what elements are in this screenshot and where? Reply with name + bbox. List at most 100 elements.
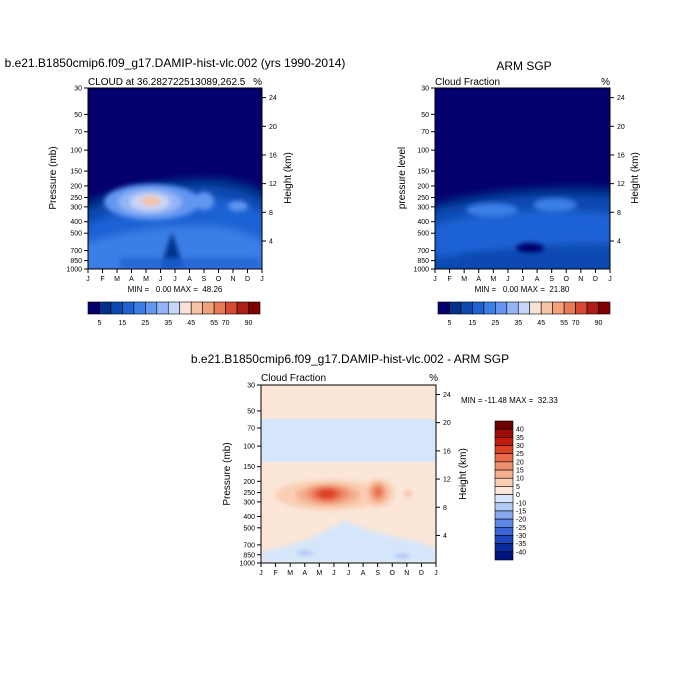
x-tick-label: A bbox=[361, 570, 366, 577]
y-tick-label-right: 24 bbox=[443, 392, 451, 399]
contour-field bbox=[261, 385, 436, 563]
x-tick-label: O bbox=[216, 276, 222, 283]
colorbar-swatch bbox=[506, 301, 519, 315]
x-tick-label: M bbox=[461, 276, 467, 283]
colorbar-swatch bbox=[494, 526, 514, 536]
y-axis-label-right: Height (km) bbox=[630, 152, 641, 204]
colorbar-label: -20 bbox=[516, 517, 526, 524]
y-tick-label: 50 bbox=[421, 112, 429, 119]
panel-obs: ARM SGP Cloud Fraction % J F M A M J J A S O N D J 30… bbox=[397, 59, 641, 327]
colorbar-swatch bbox=[494, 518, 514, 528]
x-tick-label: J bbox=[259, 570, 263, 577]
x-tick-label: J bbox=[159, 276, 163, 283]
colorbar-swatch bbox=[494, 551, 514, 561]
panel-subtitle-right: % bbox=[601, 77, 610, 88]
y-tick-label: 300 bbox=[243, 499, 255, 506]
y-tick-label: 200 bbox=[243, 479, 255, 486]
colorbar-swatch bbox=[563, 301, 576, 315]
x-tick-label: A bbox=[302, 570, 307, 577]
panel-title: b.e21.B1850cmip6.f09_g17.DAMIP-hist-vlc.… bbox=[191, 352, 509, 366]
y-tick-label-right: 8 bbox=[269, 210, 273, 217]
colorbar-swatch bbox=[494, 502, 514, 512]
colorbar-label: -15 bbox=[516, 508, 526, 515]
y-tick-label: 250 bbox=[243, 490, 255, 497]
colorbar-label: -40 bbox=[516, 549, 526, 556]
x-tick-label: A bbox=[129, 276, 134, 283]
panel-title: b.e21.B1850cmip6.f09_g17.DAMIP-hist-vlc.… bbox=[5, 56, 346, 70]
x-tick-label: O bbox=[390, 570, 396, 577]
x-tick-label: A bbox=[187, 276, 192, 283]
colorbar: 5 15 25 35 45 55 70 90 bbox=[87, 301, 261, 327]
y-tick-label: 400 bbox=[417, 219, 429, 226]
x-tick-label: J bbox=[434, 570, 438, 577]
colorbar-label: 55 bbox=[560, 320, 568, 327]
y-tick-label: 100 bbox=[417, 148, 429, 155]
y-tick-label-right: 4 bbox=[269, 238, 273, 245]
colorbar-label: 35 bbox=[514, 320, 522, 327]
y-tick-label-right: 8 bbox=[617, 210, 621, 217]
x-tick-label: O bbox=[564, 276, 570, 283]
x-tick-label: D bbox=[593, 276, 598, 283]
y-tick-label: 300 bbox=[417, 204, 429, 211]
min-max-stats: MIN = -11.48 MAX = 32.33 bbox=[461, 396, 558, 405]
y-tick-label: 200 bbox=[417, 183, 429, 190]
y-tick-label: 1000 bbox=[66, 267, 82, 274]
colorbar-label: 90 bbox=[245, 320, 253, 327]
colorbar-swatch bbox=[472, 301, 485, 315]
colorbar-swatch bbox=[494, 420, 514, 430]
x-tick-label: S bbox=[549, 276, 554, 283]
panel-subtitle-left: Cloud Fraction bbox=[435, 77, 500, 88]
y-tick-label: 400 bbox=[243, 514, 255, 521]
colorbar-swatch bbox=[145, 301, 158, 315]
y-tick-label: 70 bbox=[74, 129, 82, 136]
panel-subtitle-right: % bbox=[253, 77, 262, 88]
y-tick-label: 850 bbox=[243, 552, 255, 559]
colorbar-swatch bbox=[495, 301, 508, 315]
x-tick-label: F bbox=[273, 570, 277, 577]
y-tick-label: 30 bbox=[421, 86, 429, 93]
colorbar-swatch bbox=[494, 535, 514, 544]
y-tick-label-right: 16 bbox=[617, 152, 625, 159]
colorbar-label: 45 bbox=[187, 320, 195, 327]
colorbar-label: 20 bbox=[516, 459, 524, 466]
panel-diff: b.e21.B1850cmip6.f09_g17.DAMIP-hist-vlc.… bbox=[191, 352, 558, 577]
colorbar-swatch bbox=[494, 477, 514, 487]
x-tick-label: J bbox=[173, 276, 177, 283]
colorbar-swatch bbox=[248, 301, 261, 315]
y-tick-label: 700 bbox=[417, 248, 429, 255]
y-tick-label-right: 20 bbox=[269, 124, 277, 131]
x-tick-label: M bbox=[114, 276, 120, 283]
y-tick-label: 400 bbox=[70, 219, 82, 226]
colorbar-label: -30 bbox=[516, 533, 526, 540]
x-tick-label: J bbox=[521, 276, 525, 283]
y-tick-label: 700 bbox=[243, 542, 255, 549]
y-tick-label: 700 bbox=[70, 248, 82, 255]
x-tick-label: M bbox=[287, 570, 293, 577]
colorbar-label: -35 bbox=[516, 541, 526, 548]
y-tick-label: 850 bbox=[417, 258, 429, 265]
x-tick-label: M bbox=[490, 276, 496, 283]
x-tick-label: D bbox=[419, 570, 424, 577]
colorbar-label: 70 bbox=[222, 320, 230, 327]
y-tick-label-right: 16 bbox=[269, 152, 277, 159]
colorbar-swatch bbox=[156, 301, 169, 315]
panel-model: b.e21.B1850cmip6.f09_g17.DAMIP-hist-vlc.… bbox=[5, 56, 346, 327]
y-tick-label: 500 bbox=[70, 231, 82, 238]
y-tick-label-right: 12 bbox=[269, 181, 277, 188]
colorbar-swatch bbox=[99, 301, 112, 315]
colorbar-swatch bbox=[202, 301, 215, 315]
colorbar-swatch bbox=[586, 301, 599, 315]
colorbar-swatch bbox=[598, 301, 611, 315]
y-tick-label-right: 20 bbox=[443, 420, 451, 427]
x-tick-label: F bbox=[100, 276, 104, 283]
x-tick-label: J bbox=[86, 276, 90, 283]
colorbar-label: 70 bbox=[572, 320, 580, 327]
y-tick-label: 250 bbox=[417, 195, 429, 202]
colorbar-label: 15 bbox=[516, 468, 524, 475]
colorbar-label: -10 bbox=[516, 500, 526, 507]
colorbar-swatch bbox=[236, 301, 249, 315]
colorbar-label: 90 bbox=[595, 320, 603, 327]
y-axis-label-right: Height (km) bbox=[283, 152, 294, 204]
colorbar-swatch bbox=[133, 301, 146, 315]
